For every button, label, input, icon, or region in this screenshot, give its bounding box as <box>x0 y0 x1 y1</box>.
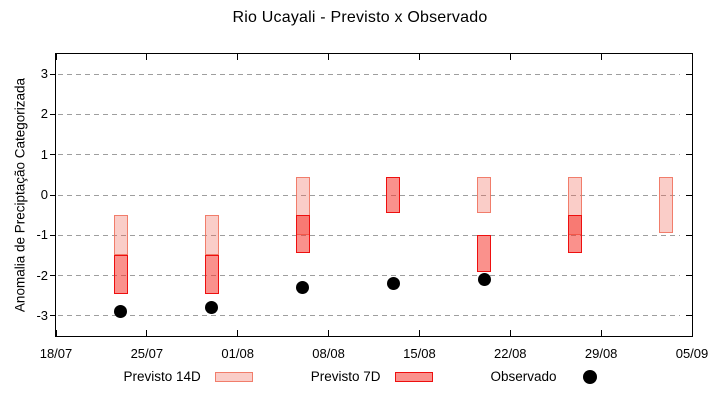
legend-swatch-14d <box>214 371 253 382</box>
x-tick-label: 01/08 <box>221 346 254 361</box>
axis-tick <box>686 154 692 156</box>
axis-tick <box>50 73 55 75</box>
axis-tick <box>691 54 693 60</box>
x-tick-label: 15/08 <box>403 346 436 361</box>
observed-dot <box>296 281 310 295</box>
axis-tick <box>50 315 55 317</box>
observed-dot <box>386 277 400 291</box>
legend-label-previsto-14d: Previsto 14D <box>123 369 201 384</box>
forecast-7d-bar <box>295 215 310 254</box>
axis-tick <box>237 330 239 336</box>
axis-tick <box>50 113 55 115</box>
grid-line <box>58 234 680 236</box>
grid-line <box>58 154 680 156</box>
axis-tick <box>686 73 692 75</box>
axis-tick <box>328 54 330 60</box>
legend-item-previsto-7d: Previsto 7D <box>311 369 433 384</box>
axis-tick <box>50 194 55 196</box>
forecast-14d-bar <box>113 215 128 256</box>
axis-tick <box>146 54 148 60</box>
legend-swatch-7d <box>394 371 433 382</box>
axis-tick <box>237 54 239 60</box>
axis-tick <box>328 330 330 336</box>
axis-tick <box>686 194 692 196</box>
axis-tick <box>509 54 511 60</box>
x-tick-label: 18/07 <box>39 346 73 361</box>
forecast-14d-bar <box>477 176 492 214</box>
legend: Previsto 14D Previsto 7D Observado <box>0 369 720 384</box>
axis-tick <box>50 154 55 156</box>
grid-line <box>58 194 680 196</box>
plot-area <box>55 53 693 337</box>
x-tick-label: 29/08 <box>584 346 618 361</box>
axis-tick <box>686 275 692 277</box>
y-tick-label: 0 <box>40 187 48 202</box>
forecast-7d-bar <box>386 176 401 214</box>
forecast-14d-bar <box>204 215 219 256</box>
axis-tick <box>55 330 57 336</box>
y-tick-label: -3 <box>36 307 48 323</box>
forecast-7d-bar <box>204 255 219 294</box>
axis-tick <box>686 315 692 317</box>
grid-line <box>58 73 680 75</box>
axis-tick <box>146 330 148 336</box>
axis-tick <box>691 330 693 336</box>
x-tick-label: 05/09 <box>675 346 709 361</box>
grid-line <box>58 275 680 277</box>
y-tick-label: 1 <box>40 146 48 162</box>
x-tick-label: 08/08 <box>312 346 345 361</box>
axis-tick <box>600 54 602 60</box>
x-tick-label: 25/07 <box>130 346 164 361</box>
legend-item-observado: Observado <box>491 369 597 384</box>
legend-label-previsto-7d: Previsto 7D <box>310 369 381 384</box>
axis-tick <box>686 113 692 115</box>
grid-line <box>58 113 680 115</box>
legend-label-observado: Observado <box>490 369 557 384</box>
forecast-7d-bar <box>113 255 128 294</box>
y-tick-label: -2 <box>36 267 48 283</box>
legend-item-previsto-14d: Previsto 14D <box>123 369 253 384</box>
y-tick-label: 2 <box>40 106 48 122</box>
axis-tick <box>600 330 602 336</box>
grid-line <box>58 315 680 317</box>
x-tick-label: 22/08 <box>494 346 527 361</box>
observed-dot <box>114 305 128 319</box>
axis-tick <box>55 54 57 60</box>
axis-tick <box>418 330 420 336</box>
axis-tick <box>50 275 55 277</box>
legend-swatch-observado <box>582 369 597 384</box>
axis-tick <box>509 330 511 336</box>
y-tick-label: -1 <box>36 227 48 243</box>
axis-tick <box>50 234 55 236</box>
forecast-7d-bar <box>568 215 583 254</box>
forecast-7d-bar <box>477 235 492 272</box>
y-tick-label: 3 <box>40 66 48 82</box>
observed-dot <box>477 273 491 287</box>
forecast-14d-bar <box>659 176 674 234</box>
chart-title: Rio Ucayali - Previsto x Observado <box>232 9 488 26</box>
observed-dot <box>205 301 219 315</box>
axis-tick <box>686 234 692 236</box>
axis-tick <box>418 54 420 60</box>
